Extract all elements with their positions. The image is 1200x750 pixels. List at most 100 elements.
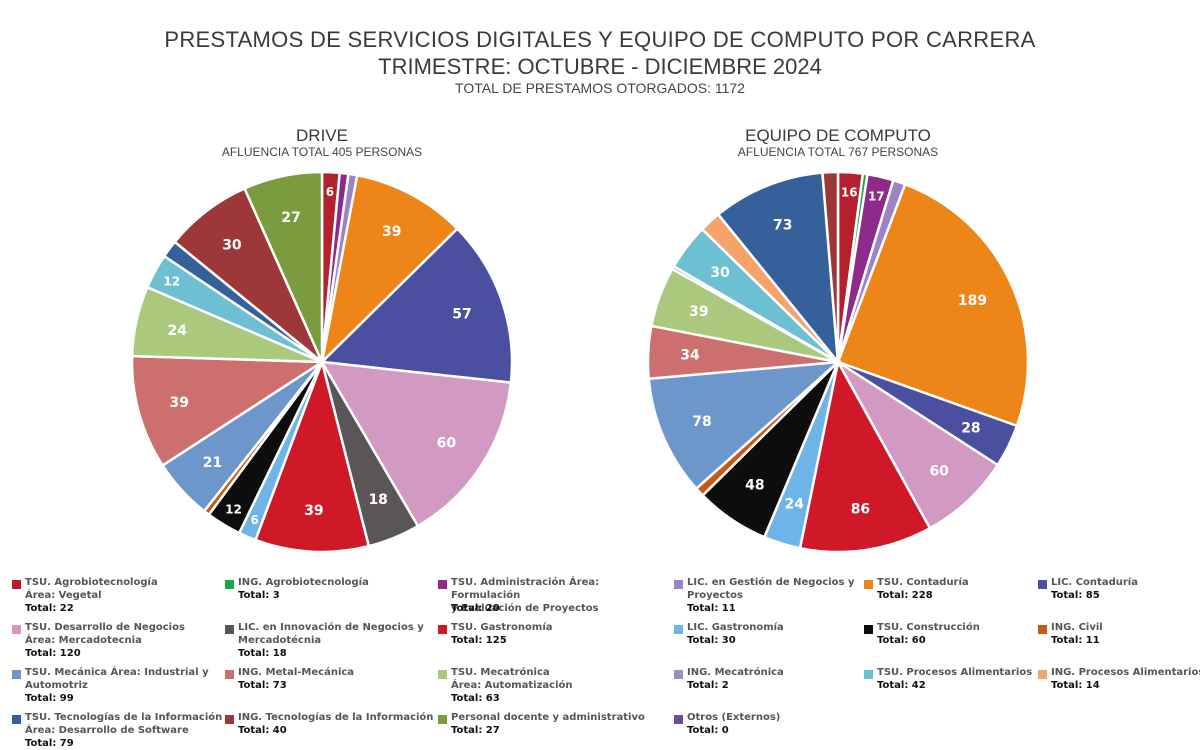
- legend-total: Total: 22: [25, 603, 74, 614]
- legend-label: TSU. Administración Área: Formulación y …: [451, 577, 600, 614]
- pie-data-label: 28: [961, 421, 980, 437]
- legend-label: ING. Agrobiotecnología: [238, 577, 369, 588]
- legend-total: Total: 3: [238, 590, 280, 601]
- pie-data-label: 34: [680, 347, 700, 363]
- legend-label: LIC. Contaduría: [1051, 577, 1138, 588]
- pie-data-label: 12: [163, 274, 180, 288]
- legend-total: Total: 40: [238, 725, 287, 736]
- legend-swatch: [864, 670, 873, 679]
- legend-swatch: [438, 580, 447, 589]
- pie-data-label: 48: [745, 478, 764, 494]
- pie-data-label: 30: [710, 265, 730, 281]
- legend-total: Total: 42: [877, 680, 926, 691]
- pie-data-label: 17: [868, 189, 885, 203]
- legend-label: LIC. en Innovación de Negocios y Mercado…: [238, 622, 424, 646]
- legend-total: Total: 60: [877, 635, 926, 646]
- pie-data-label: 73: [773, 217, 792, 233]
- pie-slice: [319, 360, 513, 528]
- pie-slice: [319, 226, 514, 385]
- legend-label: TSU. Tecnologías de la Información Área:…: [25, 712, 223, 736]
- legend-label: TSU. Mecánica Área: Industrial y Automot…: [25, 667, 209, 691]
- legend-total: Total: 120: [25, 648, 81, 659]
- legend-swatch: [438, 670, 447, 679]
- legend-swatch: [674, 715, 683, 724]
- legend-total: Total: 30: [687, 635, 736, 646]
- pie-data-label: 12: [225, 502, 242, 516]
- pie-data-label: 189: [958, 293, 987, 309]
- legend-label: Otros (Externos): [687, 712, 781, 723]
- legend-swatch: [674, 580, 683, 589]
- legend-swatch: [438, 715, 447, 724]
- pie-data-label: 39: [304, 503, 323, 519]
- legend-label: TSU. Procesos Alimentarios: [877, 667, 1033, 678]
- legend-total: Total: 2: [687, 680, 729, 691]
- legend-label: TSU. Contaduría: [877, 577, 969, 588]
- legend-total: Total: 63: [451, 693, 500, 704]
- pie-data-label: 18: [368, 492, 387, 508]
- legend-swatch: [1038, 580, 1047, 589]
- legend-swatch: [438, 625, 447, 634]
- pie-slice: [242, 170, 324, 363]
- legend-swatch: [674, 625, 683, 634]
- legend-total: Total: 11: [1051, 635, 1100, 646]
- legend-swatch: [1038, 670, 1047, 679]
- legend-label: ING. Tecnologías de la Información: [238, 712, 434, 723]
- legend-swatch: [225, 580, 234, 589]
- equipo-pie-chart: 16 17 189 28 60 86 24 48 78 34 39 30 73: [646, 170, 1030, 554]
- legend-total: Total: 125: [451, 635, 507, 646]
- pie-data-label: 60: [437, 436, 457, 452]
- legend-swatch: [225, 670, 234, 679]
- pie-slice: [798, 358, 932, 554]
- legend-label: ING. Civil: [1051, 622, 1103, 633]
- legend-total: Total: 11: [687, 603, 736, 614]
- legend-total: Total: 85: [1051, 590, 1100, 601]
- legend-swatch: [864, 625, 873, 634]
- pie-data-label: 27: [281, 210, 300, 226]
- legend-swatch: [12, 715, 21, 724]
- pie-slice: [253, 357, 371, 554]
- legend-label: TSU. Agrobiotecnología Área: Vegetal: [25, 577, 158, 601]
- legend-total: Total: 228: [877, 590, 933, 601]
- legend-swatch: [674, 670, 683, 679]
- pie-data-label: 78: [692, 414, 711, 430]
- drive-chart-title: DRIVE: [296, 126, 348, 145]
- equipo-chart-subtitle: AFLUENCIA TOTAL 767 PERSONAS: [737, 145, 939, 159]
- pie-data-label: 21: [203, 455, 222, 471]
- legend-total: Total: 18: [238, 648, 287, 659]
- drive-chart-header: DRIVE AFLUENCIA TOTAL 405 PERSONAS: [172, 126, 472, 159]
- pie-slice: [836, 182, 1030, 428]
- legend-total: Total: 99: [25, 693, 74, 704]
- legend-swatch: [225, 625, 234, 634]
- legend-label: ING. Mecatrónica: [687, 667, 784, 678]
- legend-total: Total: 20: [451, 603, 500, 614]
- legend-total: Total: 14: [1051, 680, 1100, 691]
- pie-data-label: 16: [841, 185, 858, 199]
- title-block: PRESTAMOS DE SERVICIOS DIGITALES Y EQUIP…: [0, 26, 1200, 96]
- legend-swatch: [864, 580, 873, 589]
- legend-total: Total: 0: [687, 725, 729, 736]
- legend-label: LIC. en Gestión de Negocios y Proyectos: [687, 577, 855, 601]
- legend-swatch: [12, 625, 21, 634]
- pie-slice: [836, 360, 1000, 530]
- pie-data-label: 39: [689, 304, 708, 320]
- legend-label: TSU. Mecatrónica Área: Automatización: [451, 667, 573, 691]
- period-title: TRIMESTRE: OCTUBRE - DICIEMBRE 2024: [378, 54, 822, 79]
- legend-swatch: [225, 715, 234, 724]
- legend-total: Total: 27: [451, 725, 500, 736]
- pie-slice: [716, 171, 840, 366]
- pie-data-label: 86: [851, 501, 870, 517]
- total-title: TOTAL DE PRESTAMOS OTORGADOS: 1172: [455, 80, 745, 96]
- legend-swatch: [12, 580, 21, 589]
- legend-label: TSU. Desarrollo de Negocios Área: Mercad…: [25, 622, 185, 646]
- equipo-chart-title: EQUIPO DE COMPUTO: [745, 126, 931, 145]
- legend-label: TSU. Gastronomía: [451, 622, 553, 633]
- legend-label: ING. Procesos Alimentarios: [1051, 667, 1200, 678]
- legend-label: LIC. Gastronomía: [687, 622, 784, 633]
- pie-data-label: 6: [326, 185, 334, 199]
- legend-label: TSU. Construcción: [877, 622, 980, 633]
- pie-slice: [320, 173, 460, 366]
- legend-total: Total: 73: [238, 680, 287, 691]
- pie-data-label: 39: [170, 395, 189, 411]
- pie-data-label: 60: [929, 463, 949, 479]
- legend: TSU. Agrobiotecnología Área: Vegetal Tota…: [0, 572, 1200, 749]
